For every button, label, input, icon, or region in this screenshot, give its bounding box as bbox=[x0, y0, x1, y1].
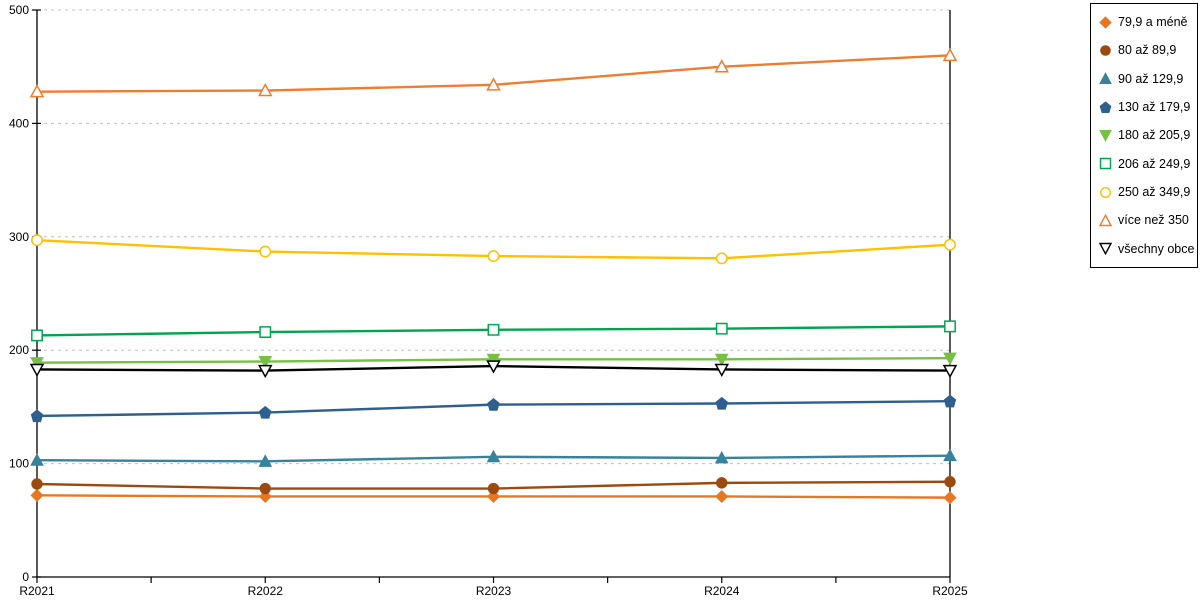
legend-label: 90 až 129,9 bbox=[1118, 71, 1184, 86]
triangle-up-marker bbox=[714, 450, 729, 464]
legend-item: 90 až 129,9 bbox=[1099, 72, 1195, 86]
legend-label: 250 až 349,9 bbox=[1118, 185, 1191, 200]
x-axis-label: R2025 bbox=[932, 584, 968, 598]
y-axis-label: 200 bbox=[9, 343, 29, 357]
triangle-down-icon-svg bbox=[1098, 243, 1113, 256]
triangle-down-marker bbox=[257, 364, 273, 379]
pentagon-icon-svg bbox=[1099, 100, 1112, 113]
triangle-up-marker bbox=[486, 77, 501, 91]
square-marker bbox=[487, 323, 500, 336]
legend-item: 206 až 249,9 bbox=[1099, 157, 1195, 171]
pentagon-icon bbox=[1099, 100, 1112, 114]
circle-marker bbox=[259, 245, 272, 258]
legend-item: 180 až 205,9 bbox=[1099, 128, 1195, 142]
diamond-marker bbox=[715, 489, 729, 503]
circle-marker bbox=[716, 477, 728, 489]
circle-marker bbox=[259, 482, 271, 495]
x-axis-label: R2024 bbox=[704, 584, 740, 598]
square-marker bbox=[944, 320, 956, 333]
triangle-up-marker bbox=[714, 59, 730, 73]
circle-icon-svg bbox=[1099, 186, 1112, 198]
triangle-down-marker bbox=[942, 364, 958, 379]
x-axis-label: R2022 bbox=[248, 584, 284, 598]
square-marker bbox=[31, 329, 43, 342]
triangle-down-marker bbox=[714, 363, 730, 378]
pentagon-marker bbox=[30, 409, 44, 423]
triangle-down-icon bbox=[1099, 129, 1112, 142]
diamond-icon-svg bbox=[1099, 15, 1112, 29]
legend-item: 80 až 89,9 bbox=[1099, 43, 1195, 57]
x-axis-label: R2021 bbox=[19, 584, 55, 598]
triangle-up-marker bbox=[29, 84, 45, 98]
legend-label: více než 350 bbox=[1118, 213, 1189, 228]
legend-label: 80 až 89,9 bbox=[1118, 43, 1177, 58]
triangle-up-marker bbox=[943, 448, 957, 462]
legend-item: 79,9 a méně bbox=[1099, 15, 1195, 29]
triangle-down-marker bbox=[486, 353, 501, 367]
pentagon-marker bbox=[259, 405, 272, 419]
triangle-down-marker bbox=[943, 352, 957, 366]
legend-label: 79,9 a méně bbox=[1118, 15, 1188, 30]
diamond-marker bbox=[30, 488, 44, 502]
y-axis-label: 500 bbox=[9, 3, 29, 17]
triangle-up-icon bbox=[1098, 213, 1113, 227]
triangle-down-marker bbox=[30, 357, 44, 370]
triangle-down-marker bbox=[29, 363, 45, 378]
triangle-down-icon-svg bbox=[1099, 129, 1112, 142]
legend-label: 130 až 179,9 bbox=[1118, 100, 1191, 115]
circle-marker bbox=[487, 482, 500, 495]
diamond-marker bbox=[258, 489, 272, 503]
triangle-down-marker bbox=[486, 360, 501, 374]
circle-marker bbox=[487, 250, 500, 263]
circle-icon bbox=[1099, 186, 1112, 199]
legend: 79,9 a méně 80 až 89,9 90 až 129,9 130 a… bbox=[1090, 3, 1198, 268]
pentagon-marker bbox=[487, 397, 500, 411]
triangle-down-icon bbox=[1098, 242, 1113, 256]
circle-icon-svg bbox=[1100, 45, 1111, 56]
pentagon-marker bbox=[715, 396, 728, 410]
triangle-up-icon-svg bbox=[1098, 213, 1113, 227]
triangle-up-marker bbox=[942, 47, 958, 62]
triangle-up-marker bbox=[257, 82, 273, 97]
y-axis-label: 100 bbox=[9, 457, 29, 471]
circle-icon bbox=[1099, 44, 1112, 57]
circle-marker bbox=[31, 234, 43, 247]
diamond-icon bbox=[1099, 15, 1112, 29]
circle-marker bbox=[944, 238, 956, 251]
triangle-up-marker bbox=[30, 453, 44, 466]
legend-item: 130 až 179,9 bbox=[1099, 100, 1195, 114]
square-marker bbox=[715, 322, 728, 335]
square-icon-svg bbox=[1099, 158, 1112, 170]
y-axis-label: 0 bbox=[22, 570, 29, 584]
legend-item: více než 350 bbox=[1098, 213, 1195, 228]
legend-label: 206 až 249,9 bbox=[1118, 156, 1191, 171]
triangle-down-marker bbox=[258, 356, 273, 369]
square-marker bbox=[259, 326, 272, 339]
diamond-marker bbox=[943, 491, 957, 505]
y-axis-label: 400 bbox=[9, 116, 29, 130]
circle-marker bbox=[944, 476, 956, 488]
circle-marker bbox=[715, 252, 728, 265]
diamond-marker bbox=[486, 489, 501, 503]
legend-label: 180 až 205,9 bbox=[1118, 128, 1191, 143]
triangle-up-marker bbox=[486, 449, 501, 463]
y-axis-label: 300 bbox=[9, 230, 29, 244]
legend-label: všechny obce bbox=[1118, 241, 1195, 256]
pentagon-marker bbox=[943, 394, 957, 408]
legend-item: všechny obce bbox=[1098, 241, 1195, 256]
legend-item: 250 až 349,9 bbox=[1099, 185, 1195, 199]
triangle-up-icon bbox=[1099, 72, 1112, 85]
triangle-up-icon-svg bbox=[1099, 72, 1112, 85]
triangle-down-marker bbox=[714, 353, 729, 367]
x-axis-label: R2023 bbox=[476, 584, 512, 598]
square-icon bbox=[1099, 157, 1112, 170]
circle-marker bbox=[31, 478, 43, 490]
triangle-up-marker bbox=[258, 454, 273, 467]
